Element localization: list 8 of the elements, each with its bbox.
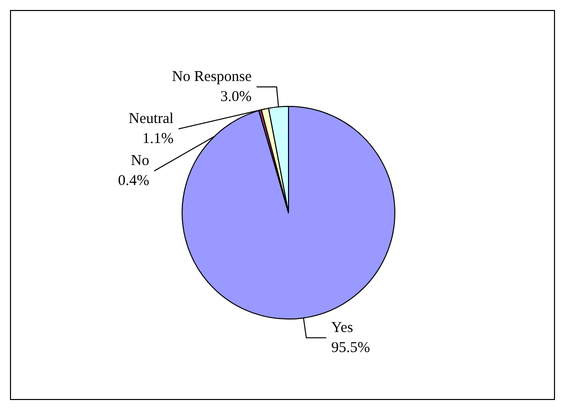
data-label: 0.4% (118, 172, 150, 189)
slice-label: No (130, 152, 150, 169)
slice-label: Yes (331, 320, 354, 336)
slice-label: Neutral (128, 110, 174, 127)
data-label: 3.0% (220, 88, 252, 105)
data-label: 1.1% (142, 130, 174, 147)
slice-label: No Response (172, 68, 252, 85)
data-label: 95.5% (331, 340, 370, 356)
